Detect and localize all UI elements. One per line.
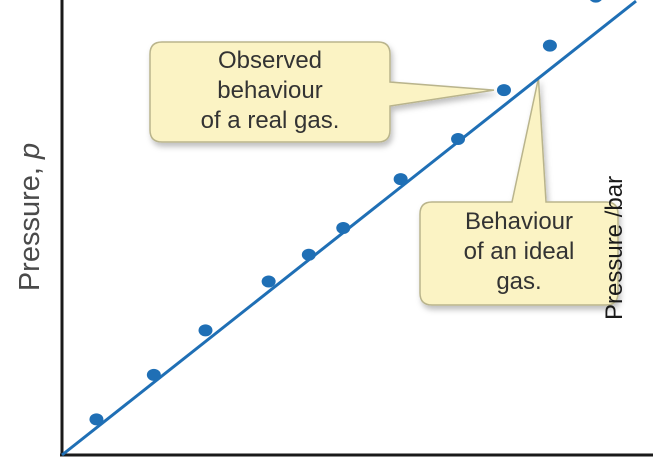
data-point-4 — [261, 275, 276, 288]
data-point-10 — [542, 39, 557, 52]
data-point-6 — [336, 222, 351, 235]
data-point-1 — [89, 413, 104, 426]
callout-ideal-gas — [419, 78, 619, 306]
y-axis-label: Pressure, p — [14, 142, 46, 292]
data-point-8 — [451, 133, 466, 146]
callout-real-gas — [149, 41, 495, 143]
data-point-7 — [393, 173, 408, 186]
callout-real-gas-text: Observed behaviour of a real gas. — [200, 47, 340, 134]
data-point-2 — [146, 368, 161, 381]
data-point-11 — [590, 0, 602, 3]
data-point-5 — [301, 248, 316, 261]
data-point-9 — [496, 84, 511, 97]
data-point-3 — [198, 324, 213, 337]
callout-ideal-gas-text: Behaviour of an ideal gas. — [463, 208, 575, 295]
